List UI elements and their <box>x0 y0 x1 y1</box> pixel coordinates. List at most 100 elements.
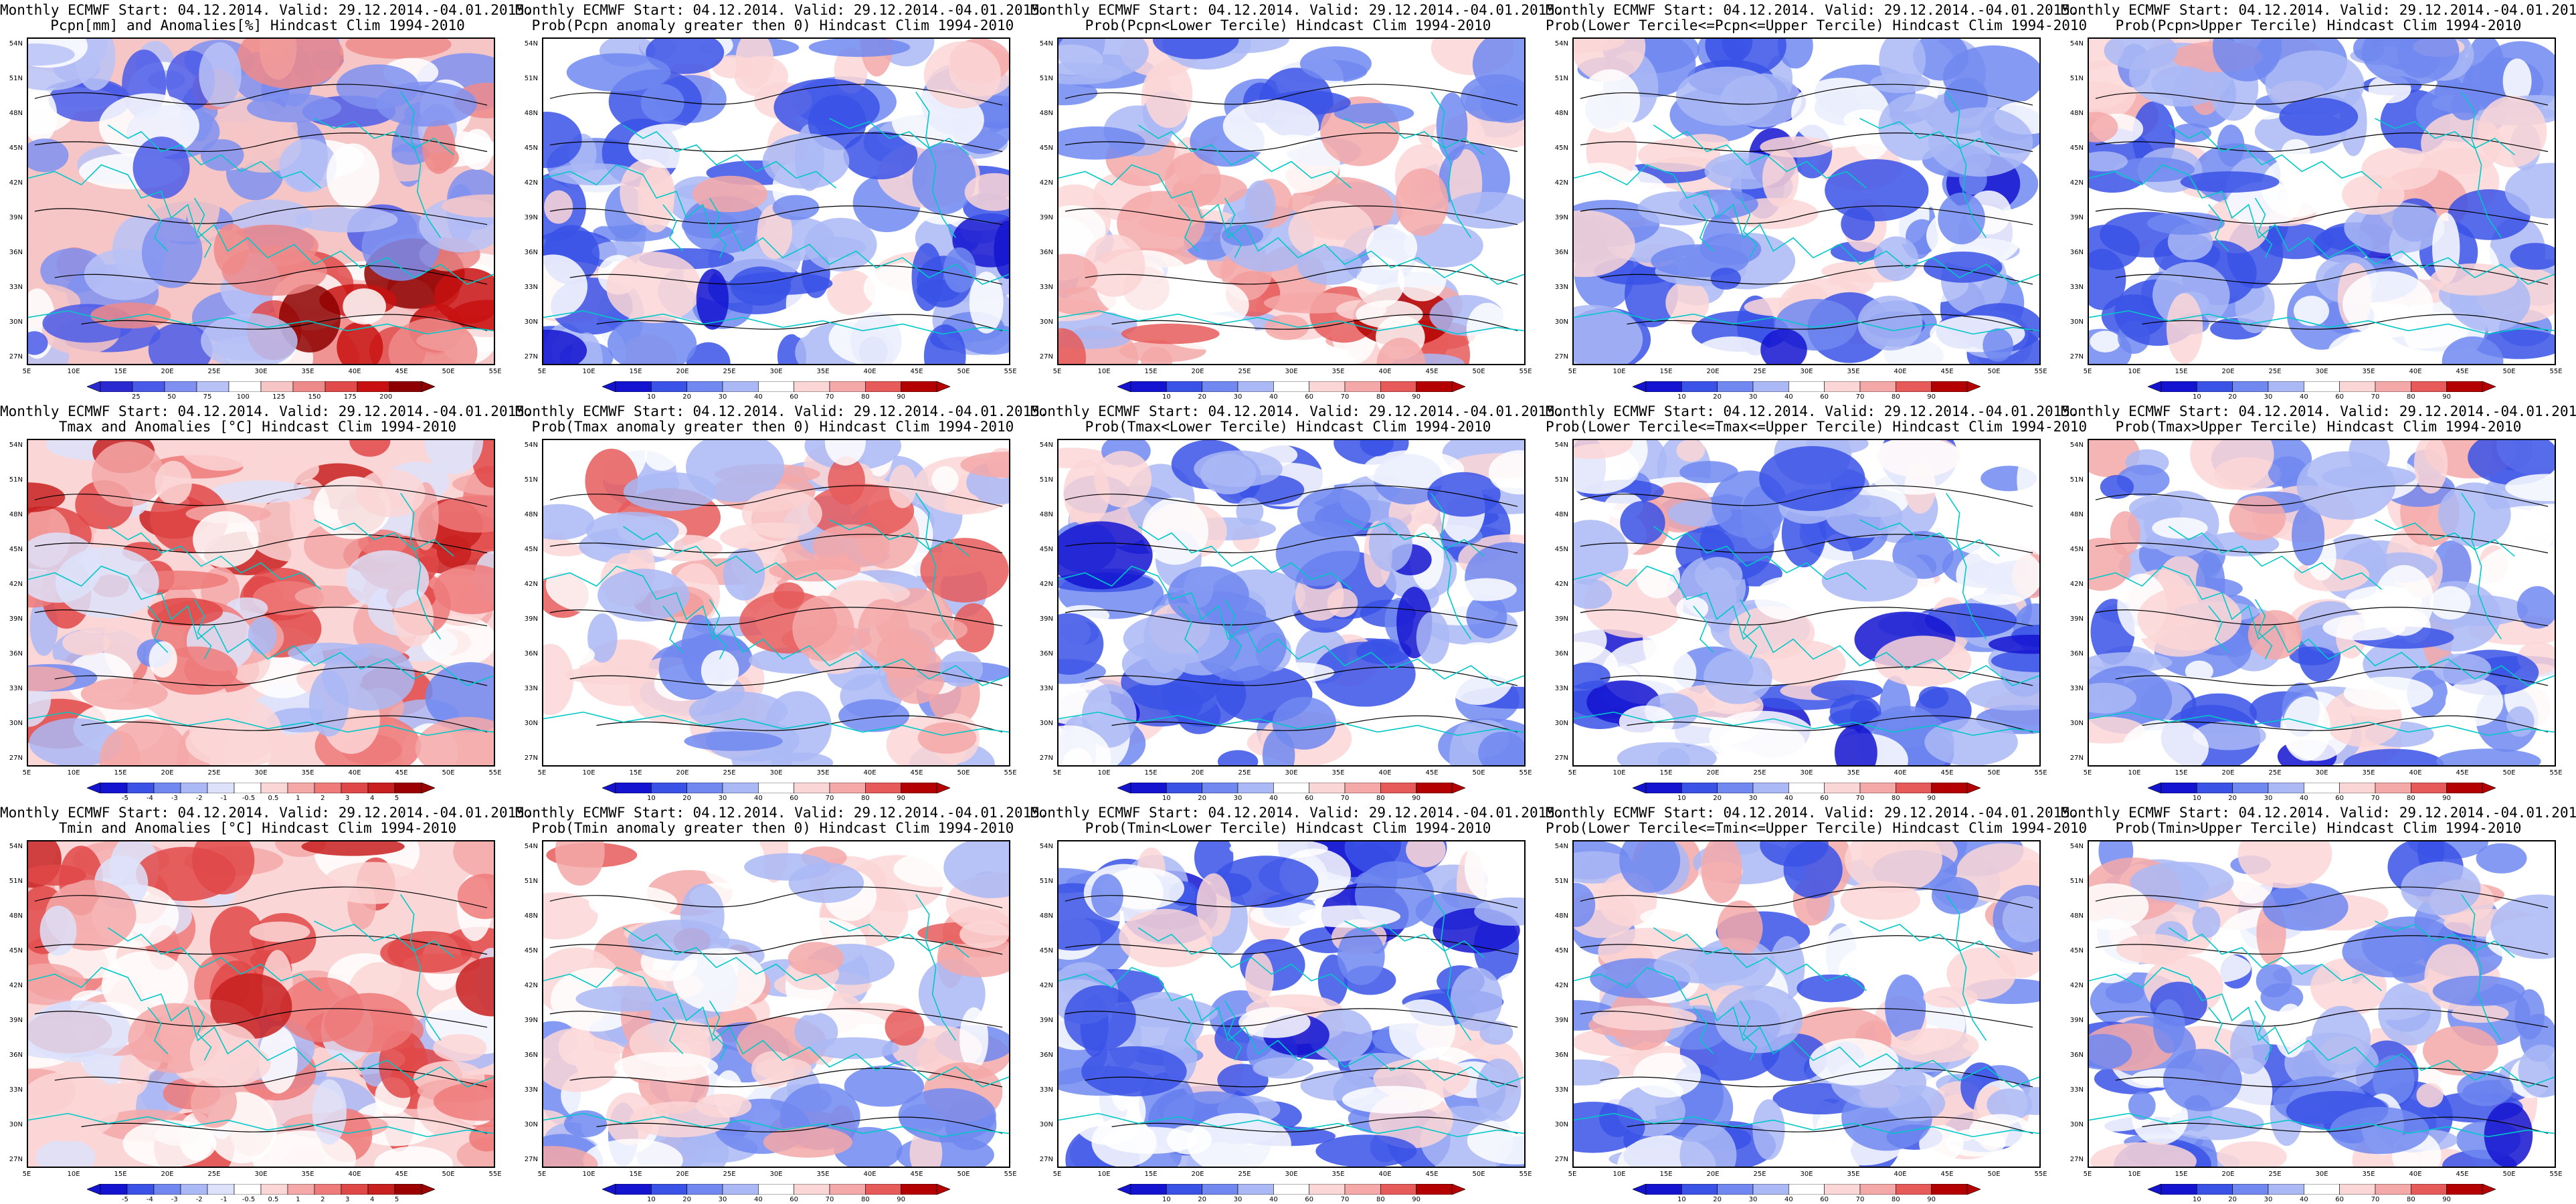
latitude-tick-label: 33N <box>524 685 538 692</box>
colorbar-swatch <box>1645 783 1682 793</box>
colorbar-arrow-right <box>1966 1184 1981 1195</box>
latitude-tick-label: 45N <box>9 947 23 955</box>
contour-line <box>596 715 1003 732</box>
contour-line <box>1085 265 1518 285</box>
field-shade <box>327 143 379 209</box>
latitude-tick-label: 27N <box>1039 1156 1053 1163</box>
colorbar-swatch <box>2268 381 2304 392</box>
field-shade <box>323 862 425 904</box>
colorbar-swatch <box>2304 381 2340 392</box>
field-shade <box>55 546 159 619</box>
longitude-tick-label: 45E <box>1425 368 1439 375</box>
field-shade <box>28 1000 131 1063</box>
field-shade <box>1059 62 1124 85</box>
coastline <box>1574 164 2039 285</box>
longitude-tick-label: 5E <box>537 769 547 777</box>
field-shade <box>2193 721 2266 750</box>
longitude-tick-label: 25E <box>2268 1171 2282 1178</box>
contour-line <box>34 607 488 627</box>
colorbar-swatch <box>260 783 288 793</box>
longitude-tick-label: 15E <box>1659 368 1673 375</box>
field-shade <box>2502 58 2532 104</box>
field-shade <box>2185 660 2213 682</box>
coastline <box>1693 605 1714 653</box>
latitude-tick-label: 51N <box>1039 476 1053 484</box>
field-shade <box>185 718 288 765</box>
latitude-tick-label: 30N <box>1039 318 1053 326</box>
panel-subtitle: Prob(Pcpn<Lower Tercile) Hindcast Clim 1… <box>1085 17 1491 33</box>
longitude-tick-label: 40E <box>1894 1171 1907 1178</box>
coastline <box>662 1007 684 1054</box>
field-shade <box>1245 180 1276 227</box>
colorbar-swatch <box>394 783 422 793</box>
coastline <box>709 197 727 258</box>
colorbar-tick-label: 60 <box>790 795 799 802</box>
field-shade <box>623 472 717 512</box>
colorbar-swatch <box>2268 1184 2304 1195</box>
colorbar-tick-label: 10 <box>2192 393 2201 401</box>
latitude-tick-label: 27N <box>524 1156 538 1163</box>
contour-line <box>34 485 488 507</box>
field-shade <box>92 441 165 507</box>
field-shade <box>191 1077 238 1128</box>
colorbar-tick-label: 80 <box>1376 393 1385 401</box>
coastline <box>2254 599 2273 660</box>
contour-line <box>1111 715 1518 732</box>
latitude-tick-label: 36N <box>2069 1051 2084 1059</box>
latitude-tick-label: 33N <box>524 284 538 291</box>
longitude-tick-label: 35E <box>301 769 314 777</box>
longitude-tick-label: 35E <box>1331 769 1345 777</box>
colorbar-swatch <box>100 381 133 392</box>
colorbar-swatch <box>758 381 794 392</box>
latitude-tick-label: 45N <box>1554 144 1568 152</box>
field-shade <box>688 691 788 731</box>
colorbar-tick-label: -3 <box>171 1196 178 1203</box>
field-shade <box>1694 557 1743 593</box>
latitude-tick-label: 36N <box>9 249 23 256</box>
coastline <box>915 91 957 238</box>
field-shade <box>101 950 189 1019</box>
colorbar-arrow-left <box>1633 783 1647 793</box>
colorbar-tick-label: 20 <box>1198 795 1207 802</box>
colorbar-swatch <box>2197 381 2233 392</box>
field-shade <box>356 469 426 518</box>
field-shade <box>931 466 959 494</box>
forecast-panel: Monthly ECMWF Start: 04.12.2014. Valid: … <box>2061 0 2576 401</box>
longitude-tick-label: 40E <box>1378 769 1392 777</box>
field-shade <box>1863 440 1968 495</box>
field-shade <box>2114 157 2195 183</box>
field-shade <box>1709 710 1816 765</box>
colorbar-arrow-right <box>2482 1184 2496 1195</box>
coastline <box>1946 492 1987 639</box>
colorbar-tick-label: 30 <box>1233 393 1243 401</box>
colorbar-swatch <box>260 381 294 392</box>
field-shade <box>1676 440 1706 462</box>
latitude-tick-label: 39N <box>524 1017 538 1024</box>
coastline <box>1059 565 1524 686</box>
field-shade <box>211 480 312 504</box>
latitude-tick-label: 42N <box>524 982 538 989</box>
colorbar-tick-label: 40 <box>2299 795 2308 802</box>
latitude-tick-label: 45N <box>1554 546 1568 553</box>
panel-subtitle: Prob(Tmax>Upper Tercile) Hindcast Clim 1… <box>2115 419 2522 435</box>
field-shade <box>2089 682 2136 714</box>
latitude-tick-label: 42N <box>1039 179 1053 187</box>
longitude-tick-label: 35E <box>1331 368 1345 375</box>
field-shade <box>1265 314 1309 340</box>
colorbar-swatch <box>865 381 901 392</box>
colorbar-swatch <box>686 783 723 793</box>
field-shade <box>1989 634 2039 654</box>
coastline <box>1178 605 1199 653</box>
field-shade <box>549 163 641 186</box>
coastline <box>1431 492 1472 639</box>
field-shade <box>1665 280 1710 325</box>
colorbar-arrow-left <box>1117 783 1131 793</box>
colorbar-tick-label: 2 <box>320 795 325 802</box>
coastline <box>2168 124 2382 189</box>
field-shade <box>99 730 141 765</box>
field-shade <box>391 142 430 165</box>
colorbar <box>87 783 435 793</box>
contour-line <box>2142 314 2549 331</box>
field-shade <box>2130 862 2234 902</box>
field-shade <box>2343 676 2433 710</box>
